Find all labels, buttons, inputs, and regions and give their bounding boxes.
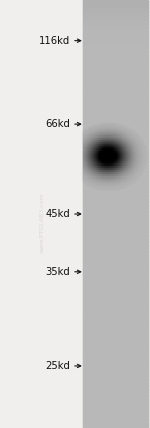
Text: www.PTGLAB3.com: www.PTGLAB3.com (39, 192, 45, 253)
Text: 25kd: 25kd (46, 361, 70, 371)
Text: 45kd: 45kd (46, 209, 70, 219)
Text: 66kd: 66kd (46, 119, 70, 129)
Text: 35kd: 35kd (46, 267, 70, 277)
Text: 116kd: 116kd (39, 36, 70, 46)
